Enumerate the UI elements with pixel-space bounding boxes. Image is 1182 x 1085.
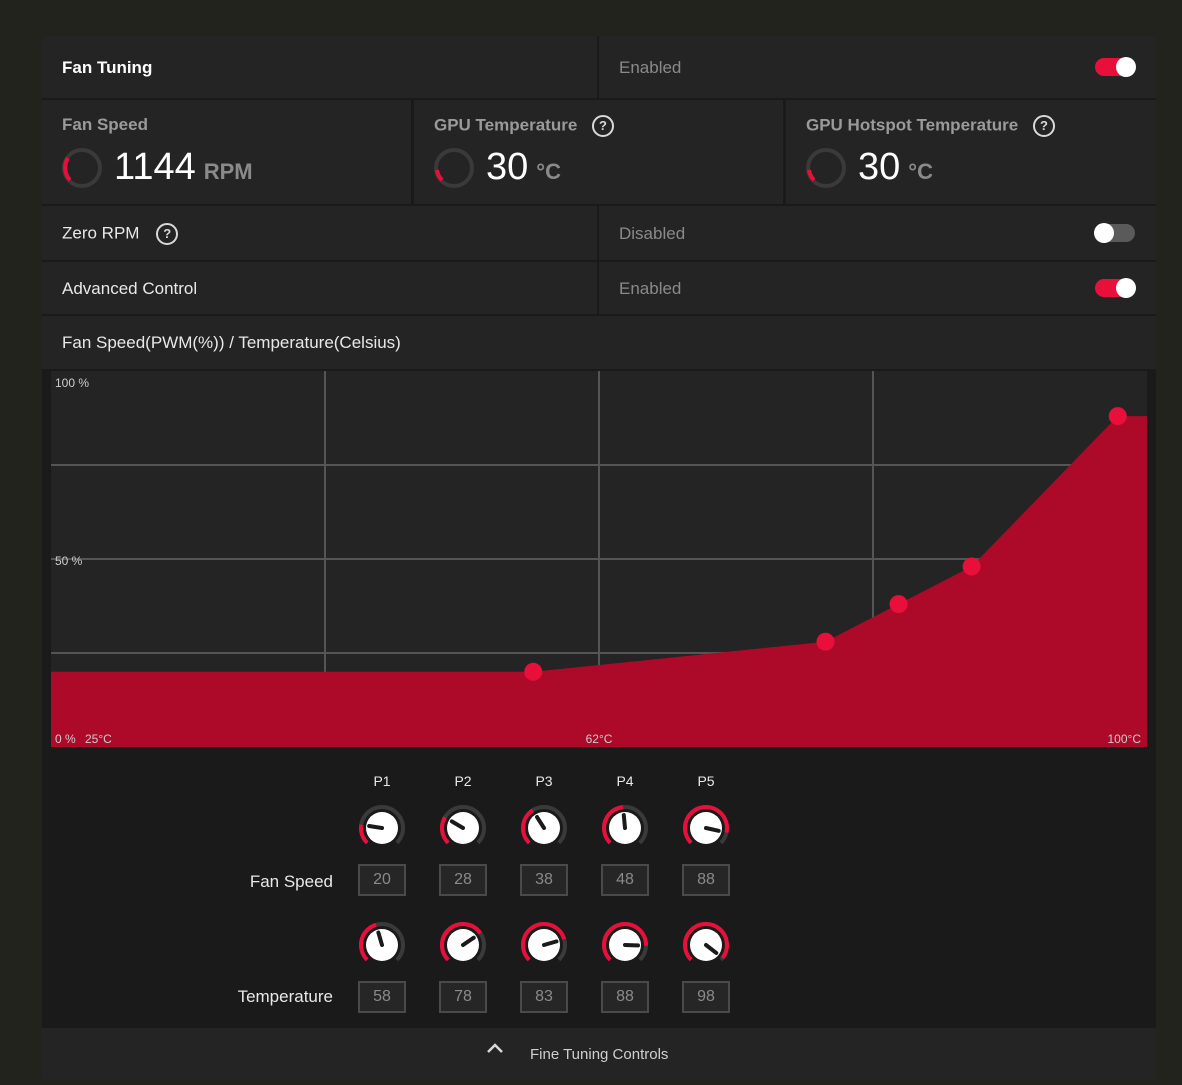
fan-speed-value-wrap: 1144 RPM bbox=[114, 146, 253, 189]
x-tick-mid: 62°C bbox=[586, 732, 613, 746]
y-tick-50: 50 % bbox=[55, 554, 83, 568]
fine-tuning-footer[interactable]: Fine Tuning Controls bbox=[42, 1028, 1156, 1080]
fan-speed-input-p4[interactable]: 48 bbox=[601, 864, 649, 896]
chevron-up-icon[interactable] bbox=[485, 1041, 505, 1055]
temperature-knob-p5[interactable] bbox=[682, 921, 730, 969]
gpu-temp-metric: GPU Temperature ? 30 °C bbox=[414, 100, 783, 204]
gpu-temp-unit: °C bbox=[536, 159, 561, 184]
fan-tuning-label-cell: Fan Tuning bbox=[42, 36, 597, 98]
zero-rpm-status-cell: Disabled bbox=[599, 206, 1156, 260]
fan-speed-metric: Fan Speed 1144 RPM bbox=[42, 100, 411, 204]
point-label-p1: P1 bbox=[373, 773, 391, 789]
temperature-knob-p1[interactable] bbox=[358, 921, 406, 969]
advanced-control-row: Advanced Control Enabled bbox=[42, 262, 1156, 314]
temperature-knob-p4[interactable] bbox=[601, 921, 649, 969]
hotspot-temp-help-icon[interactable]: ? bbox=[1032, 115, 1055, 137]
fan-speed-unit: RPM bbox=[203, 159, 253, 184]
metrics-row: Fan Speed 1144 RPM GPU Temperature ? 30 °C bbox=[42, 100, 1156, 204]
curve-point-p3[interactable] bbox=[889, 595, 908, 614]
zero-rpm-help-icon[interactable]: ? bbox=[156, 223, 179, 245]
curve-point-p1[interactable] bbox=[524, 662, 543, 681]
fan-curve-area bbox=[51, 416, 1147, 747]
advanced-control-toggle[interactable] bbox=[1095, 278, 1136, 298]
fan-speed-input-p1[interactable]: 20 bbox=[358, 864, 406, 896]
zero-rpm-status: Disabled bbox=[619, 224, 686, 243]
advanced-control-status-cell: Enabled bbox=[599, 262, 1156, 314]
temperature-knob-p2[interactable] bbox=[439, 921, 487, 969]
advanced-control-label: Advanced Control bbox=[62, 279, 198, 298]
chart-header-cell: Fan Speed(PWM(%)) / Temperature(Celsius) bbox=[42, 316, 1156, 369]
hotspot-temp-title-wrap: GPU Hotspot Temperature ? bbox=[806, 115, 1055, 137]
fan-speed-gauge-icon bbox=[62, 148, 102, 188]
temperature-knob-p3[interactable] bbox=[520, 921, 568, 969]
fan-speed-knob-p3[interactable] bbox=[520, 804, 568, 852]
point-label-p5: P5 bbox=[697, 773, 715, 789]
temperature-row-label: Temperature bbox=[237, 987, 333, 1006]
advanced-control-status: Enabled bbox=[619, 279, 682, 298]
point-label-p4: P4 bbox=[616, 773, 634, 789]
fan-speed-input-p2[interactable]: 28 bbox=[439, 864, 487, 896]
zero-rpm-row: Zero RPM ? Disabled bbox=[42, 206, 1156, 260]
fine-tuning-footer-label[interactable]: Fine Tuning Controls bbox=[530, 1046, 669, 1063]
zero-rpm-label-wrap: Zero RPM ? bbox=[62, 223, 179, 245]
temperature-input-p1[interactable]: 58 bbox=[358, 981, 406, 1013]
chart-header-row: Fan Speed(PWM(%)) / Temperature(Celsius) bbox=[42, 316, 1156, 369]
fan-curve-chart[interactable]: 100 % 50 % 0 % 25°C 62°C 100°C bbox=[51, 371, 1147, 747]
zero-rpm-label-cell: Zero RPM ? bbox=[42, 206, 597, 260]
curve-point-p2[interactable] bbox=[816, 632, 835, 651]
gpu-temp-value: 30 bbox=[486, 146, 529, 188]
fan-speed-knob-p1[interactable] bbox=[358, 804, 406, 852]
gpu-temp-help-icon[interactable]: ? bbox=[592, 115, 615, 137]
fan-speed-input-p3[interactable]: 38 bbox=[520, 864, 568, 896]
temperature-input-p2[interactable]: 78 bbox=[439, 981, 487, 1013]
hotspot-temp-unit: °C bbox=[908, 159, 933, 184]
y-tick-0: 0 % bbox=[55, 732, 76, 746]
fan-speed-value: 1144 bbox=[114, 146, 196, 188]
curve-point-p5[interactable] bbox=[1108, 407, 1127, 426]
temperature-input-p3[interactable]: 83 bbox=[520, 981, 568, 1013]
point-label-p3: P3 bbox=[535, 773, 553, 789]
x-tick-max: 100°C bbox=[1108, 732, 1142, 746]
hotspot-temp-gauge-icon bbox=[806, 148, 846, 188]
hotspot-temp-value: 30 bbox=[858, 146, 901, 188]
fan-tuning-status-cell: Enabled bbox=[599, 36, 1156, 98]
fan-tuning-panel: Fan Tuning Enabled Fan Speed 1144 RPM GPU… bbox=[42, 36, 1156, 1080]
fan-speed-knob-p2[interactable] bbox=[439, 804, 487, 852]
x-tick-min: 25°C bbox=[85, 732, 112, 746]
advanced-control-label-cell: Advanced Control bbox=[42, 262, 597, 314]
gpu-temp-gauge-icon bbox=[434, 148, 474, 188]
point-label-p2: P2 bbox=[454, 773, 472, 789]
zero-rpm-label: Zero RPM bbox=[62, 223, 140, 243]
fan-speed-knob-p4[interactable] bbox=[601, 804, 649, 852]
fan-tuning-label: Fan Tuning bbox=[62, 58, 153, 77]
hotspot-temp-value-wrap: 30 °C bbox=[858, 146, 933, 189]
fan-tuning-status: Enabled bbox=[619, 58, 682, 77]
temperature-input-p4[interactable]: 88 bbox=[601, 981, 649, 1013]
hotspot-temp-metric: GPU Hotspot Temperature ? 30 °C bbox=[786, 100, 1156, 204]
temperature-input-p5[interactable]: 98 bbox=[682, 981, 730, 1013]
chart-header: Fan Speed(PWM(%)) / Temperature(Celsius) bbox=[62, 333, 401, 352]
fan-speed-input-p5[interactable]: 88 bbox=[682, 864, 730, 896]
fan-speed-knob-p5[interactable] bbox=[682, 804, 730, 852]
curve-point-p4[interactable] bbox=[962, 557, 981, 576]
y-tick-100: 100 % bbox=[55, 376, 89, 390]
gpu-temp-title: GPU Temperature bbox=[434, 115, 578, 135]
fan-curve-points bbox=[524, 407, 1127, 681]
fan-tuning-row: Fan Tuning Enabled bbox=[42, 36, 1156, 98]
hotspot-temp-title: GPU Hotspot Temperature bbox=[806, 115, 1019, 135]
fan-tuning-toggle[interactable] bbox=[1095, 57, 1136, 77]
gpu-temp-title-wrap: GPU Temperature ? bbox=[434, 115, 615, 137]
gpu-temp-value-wrap: 30 °C bbox=[486, 146, 561, 189]
fan-speed-title: Fan Speed bbox=[62, 115, 148, 134]
fan-speed-row-label: Fan Speed bbox=[249, 872, 333, 891]
zero-rpm-toggle[interactable] bbox=[1094, 223, 1135, 243]
